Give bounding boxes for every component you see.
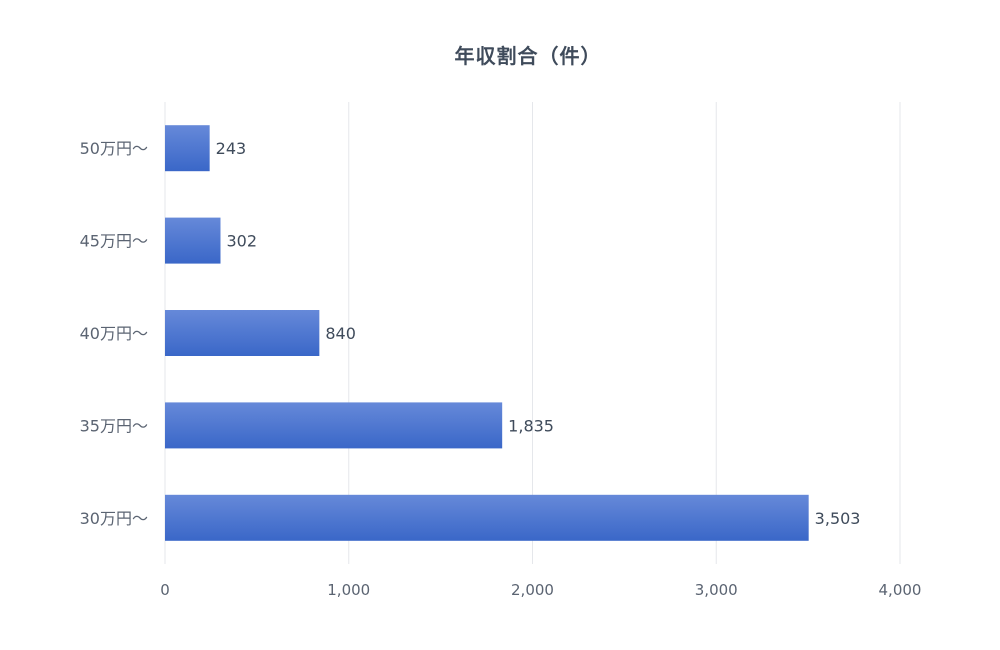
bar-value-label: 1,835 bbox=[508, 416, 554, 435]
chart-title: 年収割合（件） bbox=[454, 44, 602, 68]
y-category-label: 35万円〜 bbox=[80, 416, 148, 435]
y-category-label: 45万円〜 bbox=[80, 232, 148, 251]
y-category-label: 50万円〜 bbox=[80, 139, 148, 158]
bar-value-label: 302 bbox=[226, 232, 257, 251]
y-category-label: 40万円〜 bbox=[80, 324, 148, 343]
bar bbox=[165, 125, 210, 172]
bar-value-label: 3,503 bbox=[815, 509, 861, 528]
x-tick-label: 4,000 bbox=[879, 581, 922, 599]
x-tick-label: 0 bbox=[160, 581, 170, 599]
bar bbox=[165, 310, 320, 356]
bar bbox=[165, 217, 221, 264]
x-tick-label: 3,000 bbox=[695, 581, 738, 599]
bar-value-label: 840 bbox=[325, 324, 356, 343]
bar-value-label: 243 bbox=[216, 139, 247, 158]
x-tick-label: 1,000 bbox=[327, 581, 370, 599]
y-category-label: 30万円〜 bbox=[80, 509, 148, 528]
bar bbox=[165, 402, 503, 449]
x-tick-label: 2,000 bbox=[511, 581, 554, 599]
bar bbox=[165, 494, 809, 541]
